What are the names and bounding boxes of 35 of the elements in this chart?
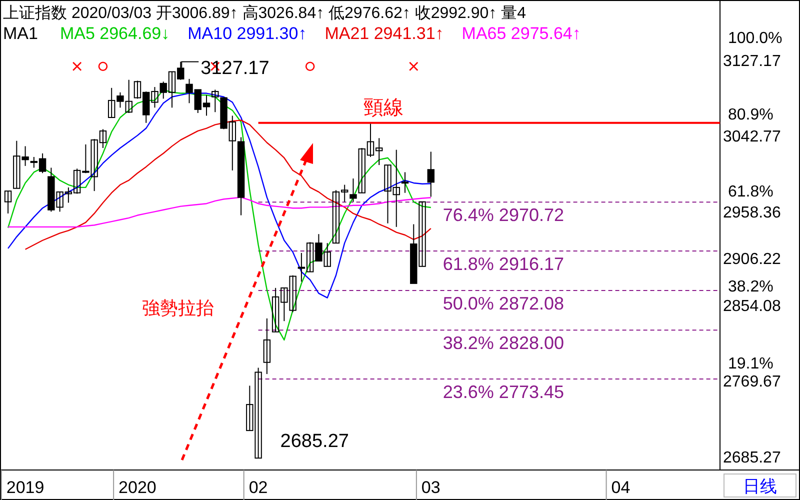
- y2-tick-label: 38.2%: [728, 278, 774, 296]
- annotation: 3127.17: [200, 58, 270, 79]
- y-tick-label: 3127.17: [723, 52, 781, 70]
- y-tick-label: 2854.08: [723, 298, 781, 315]
- chart-title: 上证指数 2020/03/03 开3006.89↑ 高3026.84↑ 低2976.62↑ 收2992.90↑ 量4: [3, 4, 526, 22]
- x-tick-label: 2019: [6, 478, 44, 497]
- y-tick-label: 3042.77: [723, 128, 781, 146]
- text: 日线: [743, 477, 777, 496]
- annotation: 強勢拉抬: [142, 298, 214, 318]
- x-tick-label: 03: [421, 478, 440, 497]
- y2-tick-label: 80.9%: [728, 106, 774, 124]
- y2-tick-label: 100.0%: [728, 30, 782, 47]
- annotation: 2685.27: [280, 431, 349, 452]
- text: MA10 2991.30↑: [188, 24, 307, 43]
- ref-line-label: 50.0% 2872.08: [442, 294, 564, 314]
- text: MA21 2941.31↑: [324, 24, 444, 43]
- line-series: [24, 120, 432, 250]
- x-tick-label: 02: [248, 478, 268, 497]
- y-tick-label: 2685.27: [723, 449, 781, 466]
- legend-title: MA1: [3, 24, 38, 43]
- ref-line-label: 76.4% 2970.72: [442, 205, 564, 226]
- ref-line-label: 23.6% 2773.45: [442, 382, 564, 402]
- y-tick-label: 2958.36: [723, 204, 781, 222]
- ref-line-label: 61.8% 2916.17: [442, 254, 564, 274]
- y-tick-label: 2906.22: [723, 251, 781, 268]
- y2-tick-label: 61.8%: [728, 184, 774, 201]
- y-tick-label: 2769.67: [723, 374, 781, 391]
- ref-line-label: 38.2% 2828.00: [442, 333, 564, 354]
- ref-line-label: 頸線: [363, 96, 404, 119]
- text: MA5 2964.69↓: [60, 24, 170, 43]
- x-tick-label: 2020: [118, 478, 156, 497]
- line-series: [7, 196, 432, 228]
- text: MA65 2975.64↑: [462, 24, 581, 43]
- x-tick-label: 04: [611, 478, 630, 497]
- y2-tick-label: 19.1%: [728, 355, 774, 372]
